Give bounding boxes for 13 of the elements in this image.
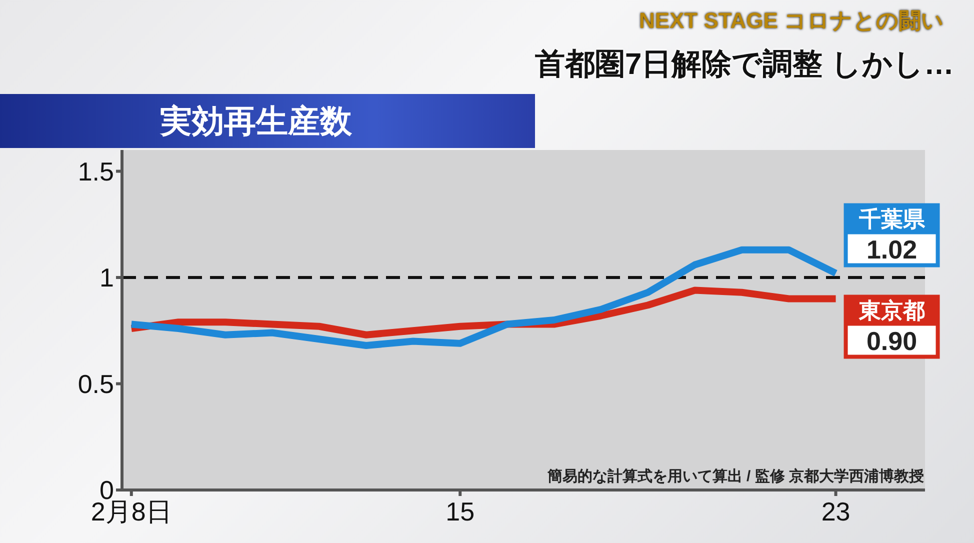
y-tick-label: 0.5 <box>78 368 114 399</box>
y-tick-label: 1.5 <box>78 156 114 186</box>
text: 千葉県 <box>858 206 926 232</box>
annotation: 簡易的な計算式を用いて算出 / 監修 京都大学西浦博教授 <box>547 467 924 486</box>
x-tick-label: 15 <box>446 496 475 526</box>
x-tick-label: 23 <box>821 496 850 526</box>
chart-subtitle: 首都圏7日解除で調整 しかし… <box>534 47 954 83</box>
data-label: 1.02 <box>866 234 918 264</box>
chart-title: 実効再生産数 <box>160 102 352 141</box>
data-label: 0.90 <box>866 326 918 356</box>
text: NEXT STAGE コロナとの闘い <box>638 7 944 35</box>
y-tick-label: 1 <box>100 262 114 293</box>
series-label: 東京都 <box>858 298 925 323</box>
